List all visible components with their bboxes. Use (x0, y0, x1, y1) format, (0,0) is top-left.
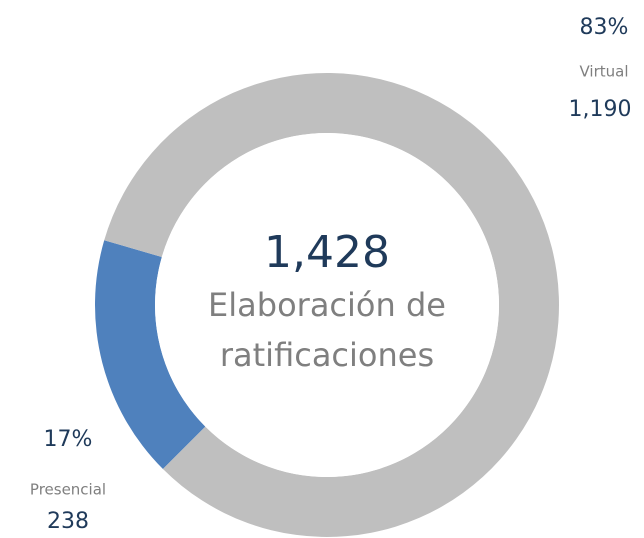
center-label: ratificaciones (220, 336, 434, 374)
category-label: Virtual (579, 63, 628, 81)
donut-segment (95, 240, 206, 470)
percent-label: 83% (580, 15, 629, 40)
category-label: Presencial (30, 481, 106, 499)
donut-hole (155, 133, 499, 477)
total-label: 1,428 (264, 227, 390, 278)
count-label: 238 (47, 509, 89, 534)
percent-label: 17% (44, 427, 93, 452)
count-label: 1,190 (569, 97, 632, 122)
center-label: Elaboración de (208, 286, 446, 324)
